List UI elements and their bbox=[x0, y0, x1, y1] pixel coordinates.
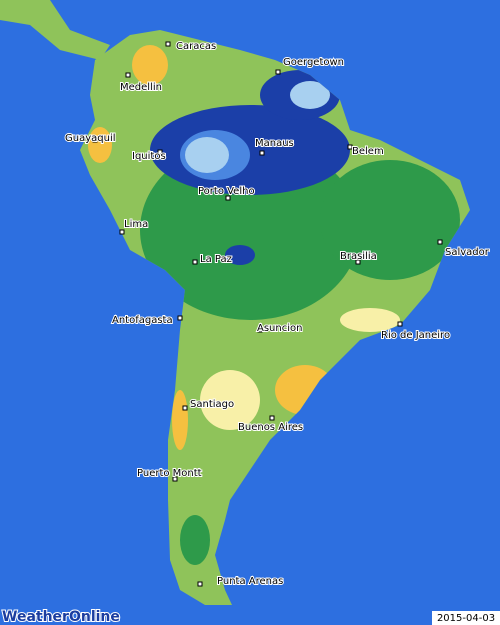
city-label: Caracas bbox=[176, 41, 216, 52]
city-dot bbox=[259, 150, 265, 156]
city-label: Santiago bbox=[190, 399, 234, 410]
date-box bbox=[432, 611, 500, 625]
wet-zone bbox=[180, 515, 210, 565]
city-label: Porto Velho bbox=[198, 186, 255, 197]
city-dot bbox=[275, 69, 281, 75]
date: 2015-04-03 bbox=[437, 613, 495, 624]
city-dot bbox=[437, 239, 443, 245]
wet-zone bbox=[320, 160, 460, 280]
city-label: Goergetown bbox=[283, 57, 344, 68]
city-label: Medellin bbox=[120, 82, 162, 93]
city-dot bbox=[197, 581, 203, 587]
city-label: Brasilia bbox=[340, 251, 377, 262]
city-label: Iquitos bbox=[132, 151, 166, 162]
city-dot bbox=[92, 137, 98, 143]
city-dot bbox=[355, 259, 361, 265]
city-label: La Paz bbox=[200, 254, 232, 265]
city-label: Rio de Janeiro bbox=[381, 330, 450, 341]
city-label: Buenos Aires bbox=[238, 422, 303, 433]
city-dot bbox=[125, 72, 131, 78]
city-label: Punta Arenas bbox=[217, 576, 283, 587]
city-label: Salvador bbox=[445, 247, 490, 258]
logo: WeatherOnline bbox=[2, 609, 120, 625]
city-label: Guayaquil bbox=[65, 133, 116, 144]
heavy-rain bbox=[150, 105, 350, 195]
city-label: Belem bbox=[352, 146, 384, 157]
city-label: Lima bbox=[124, 219, 148, 230]
city-label: Asuncion bbox=[257, 323, 302, 334]
city-dot bbox=[119, 229, 125, 235]
cities: Caracas Goergetown Medellin Guayaquil Iquito… bbox=[64, 40, 491, 588]
dry-zone bbox=[88, 127, 112, 163]
city-dot bbox=[172, 476, 178, 482]
city-dot bbox=[257, 327, 263, 333]
city-dot bbox=[165, 41, 171, 47]
city-dot bbox=[225, 195, 231, 201]
central-america bbox=[0, 0, 110, 60]
dry-zone bbox=[172, 390, 188, 450]
city-dot bbox=[157, 149, 163, 155]
dry-zone bbox=[340, 308, 400, 332]
city-dot bbox=[397, 321, 403, 327]
city-dot bbox=[347, 144, 353, 150]
city-dot bbox=[269, 415, 275, 421]
extreme-rain bbox=[290, 81, 330, 109]
city-label: Antofagasta bbox=[112, 315, 173, 326]
city-dot bbox=[182, 405, 188, 411]
extreme-rain bbox=[185, 137, 229, 173]
dry-zone bbox=[200, 370, 260, 430]
dry-zone bbox=[132, 45, 168, 85]
city-label: Puerto Montt bbox=[137, 468, 202, 479]
city-label: Manaus bbox=[255, 138, 294, 149]
city-dot bbox=[177, 315, 183, 321]
city-dot bbox=[192, 259, 198, 265]
heavy-rain bbox=[225, 245, 255, 265]
